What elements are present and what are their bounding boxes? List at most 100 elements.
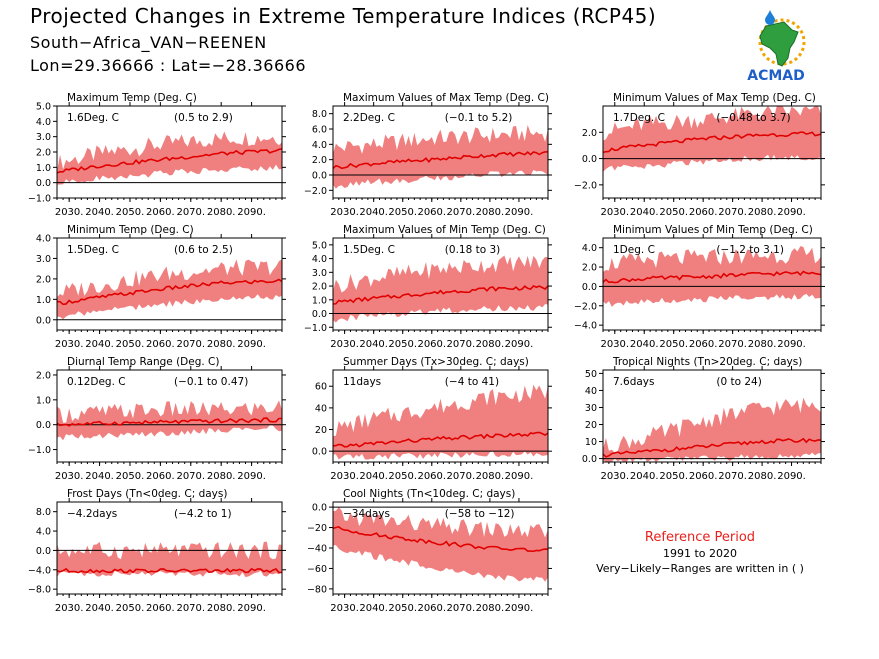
y-tick-label: −4.0 bbox=[574, 321, 597, 332]
x-tick-label: 2090. bbox=[505, 471, 534, 482]
uncertainty-band bbox=[603, 246, 821, 307]
chart-panel: −4.0 −2.0 0.0 2.0 4.0 2030. 2040. 2050. 2060. 207… bbox=[574, 224, 825, 350]
reference-period-years: 1991 to 2020 bbox=[662, 547, 738, 560]
uncertainty-band bbox=[57, 541, 282, 578]
x-tick-label: 2080. bbox=[207, 471, 236, 482]
x-tick-label: 2060. bbox=[417, 207, 446, 218]
x-tick-label: 2030. bbox=[600, 471, 629, 482]
chart-panel: 0.0 20 40 60 2030. 2040. 2050. 2060. 2070. 2080. 2… bbox=[312, 356, 552, 482]
x-tick-label: 2090. bbox=[777, 339, 806, 350]
y-tick-label: 30 bbox=[585, 403, 597, 414]
y-tick-label: 20 bbox=[315, 425, 327, 436]
y-tick-label: 8.0 bbox=[36, 507, 51, 518]
likely-range: (−4 to 41) bbox=[445, 376, 499, 388]
x-tick-label: 2040. bbox=[359, 603, 388, 614]
change-value: 11days bbox=[343, 376, 381, 388]
x-tick-label: 2050. bbox=[388, 471, 417, 482]
page-title: Projected Changes in Extreme Temperature… bbox=[30, 4, 657, 28]
x-tick-label: 2050. bbox=[659, 339, 688, 350]
chart-panel: −2.0 0.0 2.0 2030. 2040. 2050. 2060. 2070. 2080.… bbox=[574, 92, 825, 218]
y-tick-label: 2.0 bbox=[36, 148, 51, 159]
chart-panel: −1.0 0.0 1.0 2.0 3.0 4.0 5.0 2030. 2040. 2050. 206… bbox=[28, 92, 286, 218]
y-tick-label: 0.0 bbox=[36, 546, 51, 557]
change-value: 0.12Deg. C bbox=[67, 376, 126, 388]
x-tick-label: 2090. bbox=[237, 603, 266, 614]
change-value: 2.2Deg. C bbox=[343, 112, 395, 124]
median-line bbox=[332, 151, 549, 170]
likely-range: (−0.1 to 0.47) bbox=[174, 376, 248, 388]
chart-title: Cool Nights (Tn<10deg. C; days) bbox=[343, 488, 515, 500]
plot-frame bbox=[332, 369, 549, 463]
x-tick-label: 2070. bbox=[447, 207, 476, 218]
y-tick-label: 1.0 bbox=[36, 295, 51, 306]
y-tick-label: 10 bbox=[585, 437, 597, 448]
x-tick-label: 2070. bbox=[447, 603, 476, 614]
y-tick-label: 8.0 bbox=[312, 109, 327, 120]
chart-title: Summer Days (Tx>30deg. C; days) bbox=[343, 356, 529, 368]
x-tick-label: 2090. bbox=[237, 207, 266, 218]
x-tick-label: 2040. bbox=[85, 339, 114, 350]
median-line bbox=[332, 525, 549, 553]
x-tick-label: 2060. bbox=[417, 339, 446, 350]
y-tick-label: −8.0 bbox=[28, 585, 51, 596]
y-tick-label: 40 bbox=[585, 386, 597, 397]
chart-title: Tropical Nights (Tn>20deg. C; days) bbox=[612, 356, 802, 368]
plot-frame bbox=[332, 237, 549, 331]
x-tick-label: 2070. bbox=[447, 471, 476, 482]
x-tick-label: 2030. bbox=[55, 207, 84, 218]
uncertainty-band bbox=[333, 125, 548, 189]
y-tick-label: −2.0 bbox=[574, 301, 597, 312]
plot-frame bbox=[56, 501, 283, 595]
median-line bbox=[56, 278, 283, 306]
y-tick-label: 5.0 bbox=[312, 240, 327, 251]
location-label: South−Africa_VAN−REENEN bbox=[30, 33, 267, 52]
y-tick-label: −20 bbox=[307, 523, 327, 534]
change-value: 1.6Deg. C bbox=[67, 112, 119, 124]
chart-title: Minimum Values of Min Temp (Deg. C) bbox=[613, 224, 813, 236]
likely-range: (0 to 24) bbox=[716, 376, 761, 388]
y-tick-label: 4.0 bbox=[36, 234, 51, 245]
x-tick-label: 2050. bbox=[116, 603, 145, 614]
y-tick-label: −2.0 bbox=[304, 186, 327, 197]
y-tick-label: 3.0 bbox=[312, 268, 327, 279]
x-tick-label: 2030. bbox=[330, 207, 359, 218]
x-tick-label: 2050. bbox=[388, 207, 417, 218]
y-tick-label: 0.0 bbox=[36, 420, 51, 431]
change-value: 1.5Deg. C bbox=[67, 244, 119, 256]
coordinates-label: Lon=29.36666 : Lat=−28.36666 bbox=[30, 56, 307, 75]
y-tick-label: 50 bbox=[585, 369, 597, 380]
x-tick-label: 2050. bbox=[388, 339, 417, 350]
change-value: 1Deg. C bbox=[613, 244, 655, 256]
y-tick-label: −1.0 bbox=[28, 445, 51, 456]
y-tick-label: 0.0 bbox=[582, 282, 597, 293]
y-tick-label: 6.0 bbox=[312, 125, 327, 136]
x-tick-label: 2040. bbox=[359, 207, 388, 218]
likely-range: (0.5 to 2.9) bbox=[174, 112, 233, 124]
y-tick-label: 1.0 bbox=[36, 163, 51, 174]
x-tick-label: 2030. bbox=[600, 207, 629, 218]
raindrop-icon bbox=[765, 10, 775, 25]
y-tick-label: 3.0 bbox=[36, 254, 51, 265]
likely-range: (−0.1 to 5.2) bbox=[445, 112, 513, 124]
y-tick-label: −2.0 bbox=[574, 180, 597, 191]
x-tick-label: 2080. bbox=[476, 339, 505, 350]
y-tick-label: 2.0 bbox=[582, 263, 597, 274]
x-tick-label: 2070. bbox=[447, 339, 476, 350]
logo-text: ACMAD bbox=[747, 68, 805, 84]
median-line bbox=[332, 284, 549, 305]
y-tick-label: 0.0 bbox=[582, 154, 597, 165]
plot-frame bbox=[602, 369, 822, 463]
likely-range: (0.6 to 2.5) bbox=[174, 244, 233, 256]
chart-panel: −80 −60 −40 −20 0.0 2030. 2040. 2050. 2060. 2070.… bbox=[307, 488, 552, 614]
x-tick-label: 2080. bbox=[748, 339, 777, 350]
x-tick-label: 2030. bbox=[55, 339, 84, 350]
median-line bbox=[56, 567, 283, 574]
x-tick-label: 2060. bbox=[689, 207, 718, 218]
uncertainty-band bbox=[603, 106, 821, 173]
y-tick-label: 0.0 bbox=[36, 178, 51, 189]
x-tick-label: 2030. bbox=[55, 603, 84, 614]
y-tick-label: 2.0 bbox=[582, 128, 597, 139]
